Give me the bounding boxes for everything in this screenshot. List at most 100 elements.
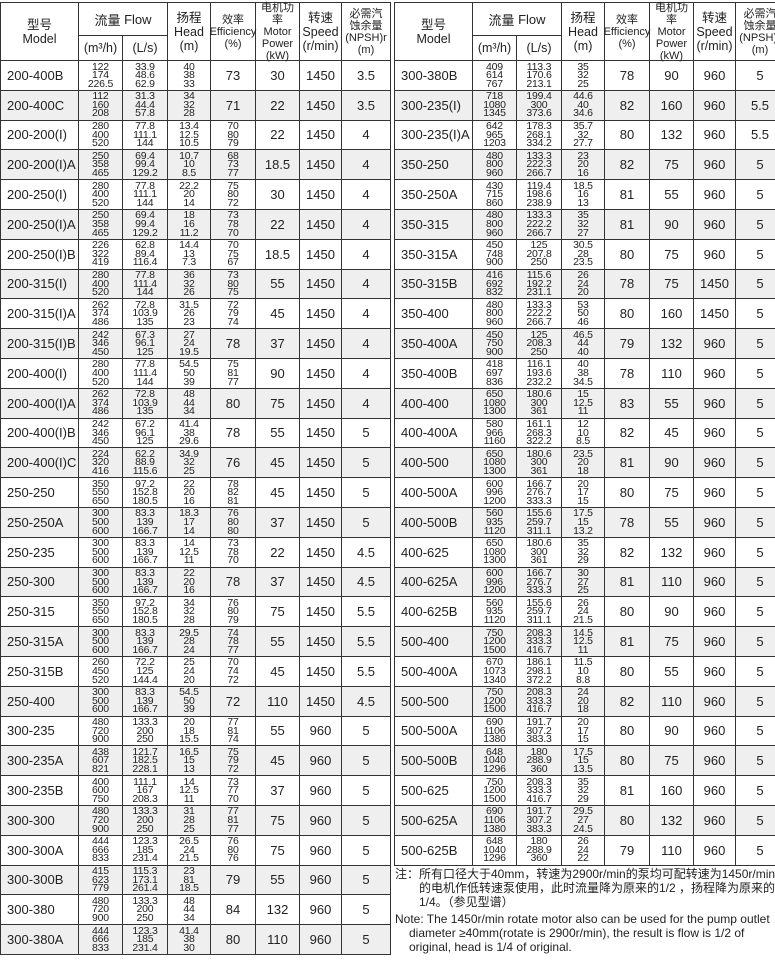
header-npsh-zh2: 蚀余量: [743, 19, 775, 32]
table-row: 400-500B 560 935 1120 155.6 259.7 311.1 17.5 15 1…: [395, 507, 775, 538]
model-cell: 300-380B: [395, 61, 473, 91]
flow-m3h-cell: 650 1080 1300: [473, 537, 517, 568]
model-cell: 300-300B: [1, 865, 79, 896]
efficiency-cell: 73 78 70: [211, 209, 256, 240]
head-cell: 23 81 18.5: [168, 865, 211, 896]
head-cell-value: 10: [577, 426, 589, 439]
flow-ls-cell: 119.4 198.6 238.9: [517, 180, 562, 210]
flow-ls-cell: 133.3 200 250: [123, 805, 168, 836]
efficiency-cell-value: 74: [227, 665, 239, 678]
flow-m3h-cell-value: 600: [92, 584, 109, 597]
head-cell-value: 28: [577, 247, 589, 260]
flow-ls-cell-value: 77.8: [135, 269, 155, 282]
model-cell: 500-625B: [395, 835, 473, 866]
model-cell: 400-500: [395, 448, 473, 479]
speed-cell: 1450: [300, 448, 342, 479]
efficiency-cell-value: 70: [227, 792, 239, 805]
flow-m3h-cell-value: 400: [92, 128, 109, 141]
speed-cell: 960: [694, 776, 736, 806]
flow-m3h-cell-value: 960: [486, 167, 503, 180]
head-cell-value: 54.5: [179, 358, 199, 371]
head-cell-value: 34: [183, 912, 195, 924]
flow-m3h-cell-value: 226: [92, 239, 109, 252]
flow-m3h-cell-value: 416: [92, 465, 109, 478]
flow-ls-cell: 180 288.9 360: [517, 746, 562, 777]
npsh-cell: 5: [736, 329, 775, 359]
model-cell: 500-625A: [395, 805, 473, 836]
flow-m3h-cell-value: 262: [92, 298, 109, 311]
head-cell-value: 12.5: [573, 396, 593, 409]
speed-cell: 1450: [300, 388, 342, 419]
head-cell-value: 40: [577, 358, 589, 371]
head-cell: 24 20 18: [562, 686, 605, 717]
flow-m3h-cell-value: 690: [486, 805, 503, 818]
flow-ls-cell: 121.7 182.5 228.1: [123, 746, 168, 777]
flow-m3h-cell: 122 174 226.5: [79, 61, 123, 91]
flow-ls-cell-value: 99.4: [135, 218, 155, 231]
flow-ls-cell-value: 268.3: [526, 426, 552, 439]
head-cell-value: 28: [183, 107, 195, 120]
model-cell: 350-400A: [395, 329, 473, 359]
efficiency-cell: 78: [211, 418, 256, 449]
flow-ls-cell: 83.3 139 166.7: [123, 567, 168, 598]
flow-ls-cell: 83.3 139 166.7: [123, 507, 168, 538]
flow-m3h-cell-value: 480: [486, 149, 503, 162]
flow-m3h-cell: 280 400 520: [79, 120, 123, 151]
npsh-cell: 5: [736, 687, 775, 717]
flow-ls-cell-value: 144: [136, 196, 154, 209]
flow-ls-cell-value: 111.1: [133, 188, 157, 201]
model-cell: 300-380: [1, 895, 79, 926]
head-cell-value: 12.5: [179, 128, 199, 141]
head-cell-value: 32: [577, 128, 589, 141]
table-row: 400-625 650 1080 1300 180.6 300 361 35 32 29 82 132…: [395, 537, 775, 568]
flow-ls-cell-value: 238.9: [526, 196, 552, 209]
head-cell-value: 18: [183, 209, 195, 222]
header-efficiency: 效率 Efficiency (%): [210, 3, 256, 61]
efficiency-cell: 80: [605, 299, 650, 330]
flow-m3h-cell: 642 965 1203: [473, 120, 517, 151]
flow-m3h-cell-value: 697: [486, 367, 503, 380]
power-cell: 22: [256, 120, 300, 151]
flow-ls-cell-value: 69.4: [135, 149, 155, 162]
efficiency-cell-value: 78: [227, 545, 239, 558]
efficiency-cell-value: 80: [227, 516, 239, 529]
efficiency-cell: 75 79 72: [211, 746, 256, 777]
flow-m3h-cell: 438 607 821: [79, 746, 123, 777]
flow-ls-cell-value: 208.3: [526, 686, 552, 699]
table-header: 型号 Model 流量 Flow (m³/h) (L/s) 扬程 Head (m…: [395, 2, 775, 62]
header-power-en2: Power: [655, 37, 688, 50]
flow-m3h-cell-value: 486: [92, 405, 109, 418]
head-cell: 41.4 38 30: [168, 925, 211, 955]
power-cell: 30: [256, 180, 300, 210]
flow-m3h-cell-value: 122: [92, 60, 109, 73]
flow-ls-cell-value: 266.7: [526, 167, 552, 180]
head-cell-value: 16: [183, 584, 195, 597]
npsh-cell: 5: [736, 597, 775, 628]
header-flow: 流量 Flow (m³/h) (L/s): [473, 3, 562, 61]
flow-m3h-cell-value: 465: [92, 167, 109, 180]
power-cell: 45: [256, 656, 300, 687]
power-cell: 55: [256, 269, 300, 300]
speed-cell: 960: [694, 716, 736, 747]
head-cell-value: 28: [183, 614, 195, 627]
speed-cell: 960: [694, 329, 736, 359]
power-cell: 45: [256, 299, 300, 330]
head-cell: 44.6 40 34.6: [562, 90, 605, 121]
header-flow-m3h: (m³/h): [79, 36, 123, 61]
flow-m3h-cell-value: 800: [486, 218, 503, 231]
header-model-en: Model: [416, 31, 451, 46]
flow-m3h-cell: 415 623 779: [79, 865, 123, 896]
table-row: 300-235 480 720 900 133.3 200 250 20 18 15.5 77 81 7…: [1, 716, 391, 747]
model-cell: 350-315A: [395, 239, 473, 270]
efficiency-cell-value: 77: [227, 822, 239, 835]
flow-m3h-cell: 250 358 465: [79, 209, 123, 240]
flow-m3h-cell-value: 860: [486, 196, 503, 209]
flow-m3h-cell: 480 800 960: [473, 209, 517, 240]
flow-ls-cell-value: 259.7: [526, 605, 552, 618]
flow-ls-cell-value: 103.9: [132, 396, 158, 409]
header-npsh-en: (NPSH)r: [739, 31, 775, 44]
speed-cell: 960: [300, 835, 342, 866]
flow-ls-cell-value: 139: [136, 516, 154, 529]
model-cell: 250-300: [1, 567, 79, 598]
efficiency-cell-value: 78: [619, 365, 635, 381]
